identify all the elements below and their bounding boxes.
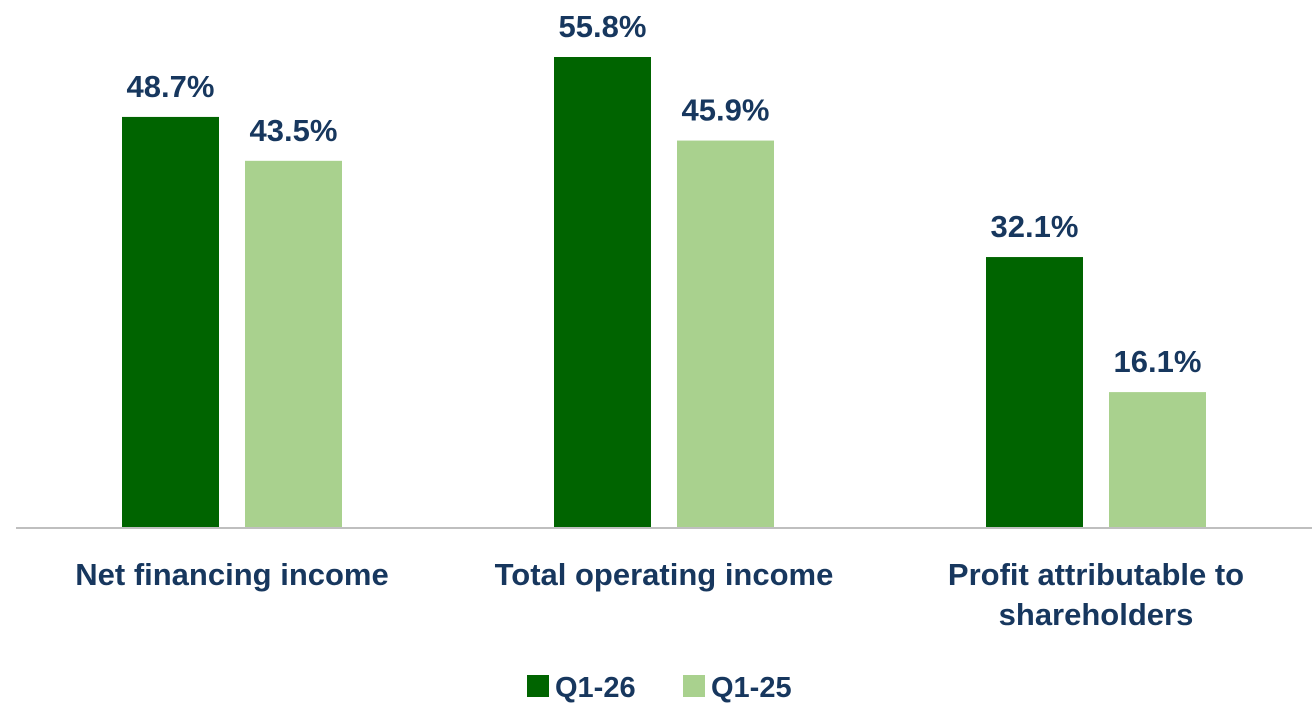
x-tick-label: Profit attributable to shareholders: [947, 557, 1245, 632]
x-tick-label: Total operating income: [494, 557, 834, 592]
data-label: 43.5%: [250, 113, 338, 148]
legend-label: Q1-25: [711, 672, 792, 704]
legend-label: Q1-26: [555, 672, 636, 704]
data-label: 48.7%: [127, 69, 215, 104]
legend-swatch: [683, 675, 705, 697]
data-label: 55.8%: [559, 9, 647, 44]
data-label: 16.1%: [1114, 344, 1202, 379]
legend-swatch: [527, 675, 549, 697]
bar: [122, 116, 219, 528]
data-label: 45.9%: [682, 93, 770, 128]
bar: [1109, 392, 1206, 528]
bar: [245, 160, 342, 529]
x-tick-label: Net financing income: [75, 557, 389, 592]
bar: [554, 57, 651, 528]
bar: [986, 257, 1083, 528]
data-label: 32.1%: [991, 209, 1079, 244]
bar: [677, 140, 774, 528]
